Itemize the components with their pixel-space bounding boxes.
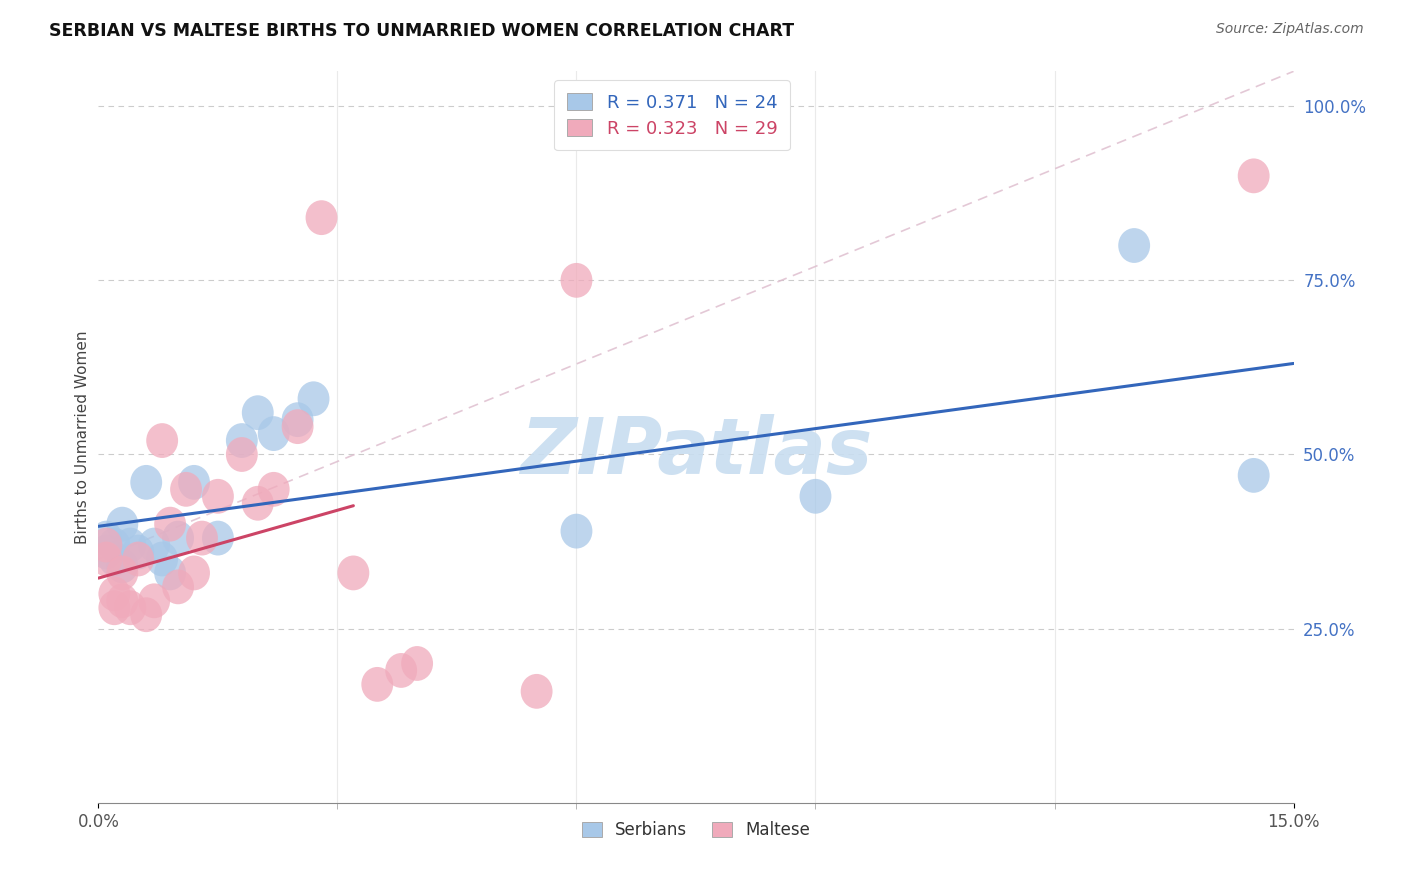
Ellipse shape xyxy=(1237,458,1270,492)
Ellipse shape xyxy=(186,521,218,556)
Ellipse shape xyxy=(146,423,179,458)
Ellipse shape xyxy=(90,528,122,563)
Ellipse shape xyxy=(122,534,155,569)
Ellipse shape xyxy=(90,541,122,576)
Ellipse shape xyxy=(107,583,138,618)
Ellipse shape xyxy=(202,521,233,556)
Ellipse shape xyxy=(305,200,337,235)
Ellipse shape xyxy=(226,437,257,472)
Ellipse shape xyxy=(90,534,122,569)
Ellipse shape xyxy=(561,514,592,549)
Ellipse shape xyxy=(162,521,194,556)
Ellipse shape xyxy=(800,479,831,514)
Ellipse shape xyxy=(131,465,162,500)
Text: ZIPatlas: ZIPatlas xyxy=(520,414,872,490)
Ellipse shape xyxy=(107,556,138,591)
Ellipse shape xyxy=(146,541,179,576)
Ellipse shape xyxy=(107,507,138,541)
Ellipse shape xyxy=(114,528,146,563)
Ellipse shape xyxy=(385,653,418,688)
Ellipse shape xyxy=(122,541,155,576)
Ellipse shape xyxy=(170,472,202,507)
Ellipse shape xyxy=(257,417,290,451)
Ellipse shape xyxy=(401,646,433,681)
Ellipse shape xyxy=(520,674,553,709)
Ellipse shape xyxy=(281,409,314,444)
Ellipse shape xyxy=(98,528,131,563)
Ellipse shape xyxy=(298,382,329,417)
Y-axis label: Births to Unmarried Women: Births to Unmarried Women xyxy=(75,330,90,544)
Ellipse shape xyxy=(155,556,186,591)
Legend: Serbians, Maltese: Serbians, Maltese xyxy=(575,814,817,846)
Ellipse shape xyxy=(242,486,274,521)
Text: SERBIAN VS MALTESE BIRTHS TO UNMARRIED WOMEN CORRELATION CHART: SERBIAN VS MALTESE BIRTHS TO UNMARRIED W… xyxy=(49,22,794,40)
Ellipse shape xyxy=(138,583,170,618)
Ellipse shape xyxy=(179,556,209,591)
Ellipse shape xyxy=(98,591,131,625)
Ellipse shape xyxy=(361,667,394,702)
Ellipse shape xyxy=(337,556,370,591)
Ellipse shape xyxy=(131,598,162,632)
Ellipse shape xyxy=(114,591,146,625)
Ellipse shape xyxy=(202,479,233,514)
Ellipse shape xyxy=(162,569,194,604)
Ellipse shape xyxy=(242,395,274,430)
Text: Source: ZipAtlas.com: Source: ZipAtlas.com xyxy=(1216,22,1364,37)
Ellipse shape xyxy=(155,507,186,541)
Ellipse shape xyxy=(1118,228,1150,263)
Ellipse shape xyxy=(257,472,290,507)
Ellipse shape xyxy=(226,423,257,458)
Ellipse shape xyxy=(281,402,314,437)
Ellipse shape xyxy=(98,576,131,611)
Ellipse shape xyxy=(90,521,122,556)
Ellipse shape xyxy=(179,465,209,500)
Ellipse shape xyxy=(98,541,131,576)
Ellipse shape xyxy=(138,528,170,563)
Ellipse shape xyxy=(1237,159,1270,194)
Ellipse shape xyxy=(107,549,138,583)
Ellipse shape xyxy=(561,263,592,298)
